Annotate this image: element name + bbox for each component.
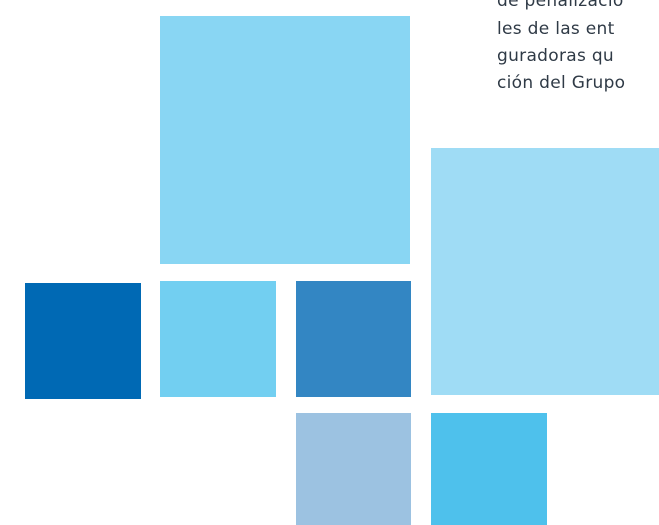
square (431, 413, 547, 525)
square (160, 16, 410, 264)
text-line: guradoras qu (497, 46, 614, 66)
text-line: ción del Grupo (497, 73, 626, 93)
square (431, 148, 659, 395)
square (296, 281, 411, 397)
square (25, 283, 141, 399)
text-line: de penalizació (497, 0, 624, 11)
square (160, 281, 276, 397)
square (296, 413, 411, 525)
text-line: les de las ent (497, 19, 615, 39)
